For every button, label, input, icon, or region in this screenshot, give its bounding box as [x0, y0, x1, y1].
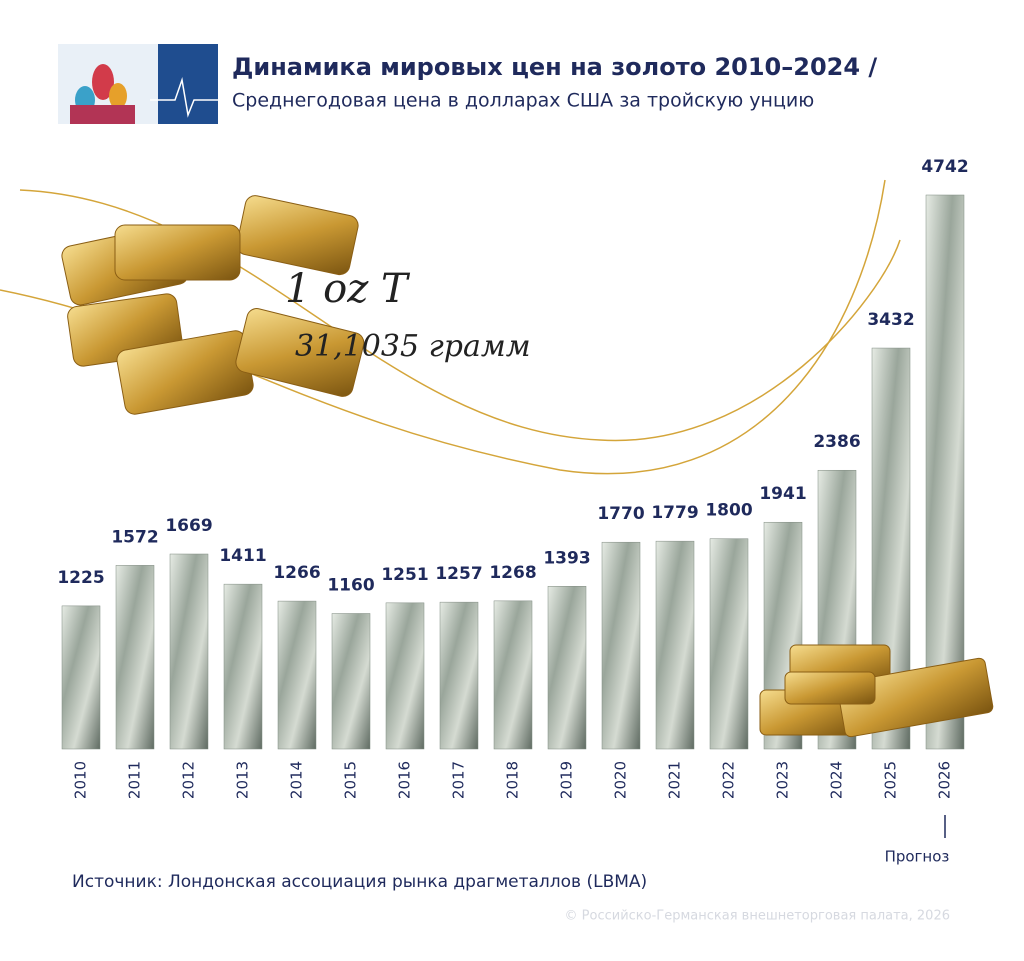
gold-bars — [61, 195, 365, 415]
bar — [655, 540, 695, 750]
value-label: 1160 — [327, 575, 374, 595]
value-label: 1393 — [543, 548, 590, 568]
x-tick-label: 2014 — [288, 761, 306, 799]
bar — [385, 602, 425, 750]
bar — [61, 605, 101, 750]
value-label: 1800 — [705, 501, 752, 521]
value-label: 1268 — [489, 563, 536, 583]
bars — [61, 194, 965, 750]
bar — [547, 586, 587, 750]
value-label: 1251 — [381, 565, 428, 585]
logo — [58, 44, 218, 124]
value-label: 3432 — [867, 310, 914, 330]
bar — [277, 600, 317, 750]
chart-subtitle: Среднегодовая цена в долларах США за тро… — [232, 90, 814, 112]
value-label: 1411 — [219, 546, 266, 566]
chart-title: Динамика мировых цен на золото 2010–2024… — [232, 53, 877, 81]
x-tick-label: 2016 — [396, 761, 414, 799]
value-label: 1572 — [111, 527, 158, 547]
bar — [601, 541, 641, 750]
x-tick-label: 2015 — [342, 761, 360, 799]
x-tick-label: 2020 — [612, 761, 630, 799]
x-tick-label: 2011 — [126, 761, 144, 799]
source: Источник: Лондонская ассоциация рынка др… — [72, 872, 647, 892]
value-label: 1941 — [759, 484, 806, 504]
gold-bars — [759, 644, 994, 738]
x-tick-label: 2022 — [720, 761, 738, 799]
value-label: 4742 — [921, 157, 968, 177]
x-tick-label: 2017 — [450, 761, 468, 799]
value-label: 2386 — [813, 432, 860, 452]
bar — [709, 538, 749, 750]
value-label: 1266 — [273, 563, 320, 583]
x-tick-label: 2024 — [828, 761, 846, 799]
annotation: 1 oz T — [285, 266, 411, 312]
x-tick-label: 2012 — [180, 761, 198, 799]
value-label: 1257 — [435, 564, 482, 584]
value-label: 1779 — [651, 503, 698, 523]
value-label: 1770 — [597, 504, 644, 524]
bar — [331, 613, 371, 750]
bar — [115, 565, 155, 750]
x-tick-label: 2019 — [558, 761, 576, 799]
x-tick-label: 2013 — [234, 761, 252, 799]
bar — [169, 553, 209, 750]
annotation: 31,1035 грамм — [295, 329, 531, 364]
bar — [925, 194, 965, 750]
bar — [439, 601, 479, 750]
forecast-note: Прогноз — [885, 848, 950, 866]
x-tick-label: 2018 — [504, 761, 522, 799]
x-tick-label: 2021 — [666, 761, 684, 799]
copyright: © Российско-Германская внешнеторговая па… — [565, 909, 950, 924]
bar — [493, 600, 533, 750]
x-tick-label: 2023 — [774, 761, 792, 799]
value-label: 1669 — [165, 516, 212, 536]
value-label: 1225 — [57, 568, 104, 588]
x-tick-label: 2010 — [72, 761, 90, 799]
bar — [223, 583, 263, 750]
x-tick-label: 2026 — [936, 761, 954, 799]
x-tick-label: 2025 — [882, 761, 900, 799]
